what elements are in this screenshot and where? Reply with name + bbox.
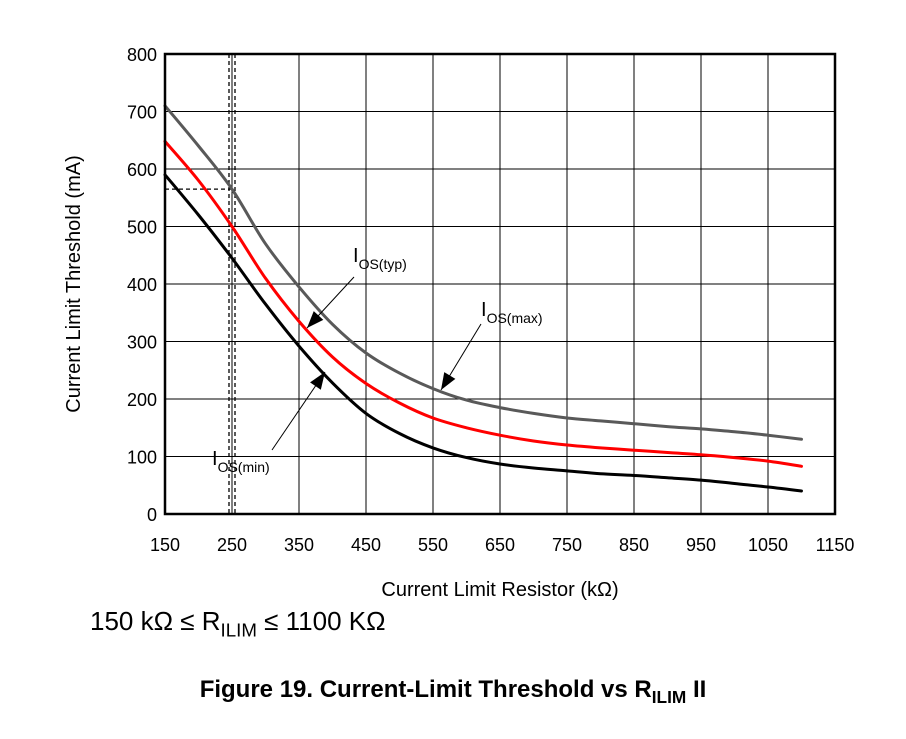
x-tick-label: 350	[284, 535, 314, 555]
x-tick-label: 150	[150, 535, 180, 555]
x-tick-label: 750	[552, 535, 582, 555]
y-tick-label: 400	[127, 275, 157, 295]
callout-ios-max-label: IOS(max)	[481, 299, 543, 326]
x-tick-label: 250	[217, 535, 247, 555]
x-tick-label: 650	[485, 535, 515, 555]
x-tick-label: 1150	[816, 535, 855, 555]
callout-ios-min-arrowhead	[310, 372, 325, 390]
series-line-ios-typ	[163, 139, 803, 468]
figure-caption-suffix: II	[686, 676, 707, 703]
x-tick-label: 550	[418, 535, 448, 555]
x-tick-label: 450	[351, 535, 381, 555]
y-tick-label: 0	[147, 505, 157, 525]
y-tick-label: 300	[127, 333, 157, 353]
x-axis-label: Current Limit Resistor (kΩ)	[381, 579, 618, 600]
range-note-suffix: ≤ 1100 KΩ	[256, 606, 386, 636]
x-tick-label: 950	[686, 535, 716, 555]
y-tick-label: 100	[127, 448, 157, 468]
y-axis-label: Current Limit Threshold (mA)	[63, 155, 85, 412]
callouts: IOS(typ) IOS(max) IOS(min)	[212, 245, 543, 475]
series-line-ios-min	[163, 173, 803, 493]
range-note-prefix: 150 kΩ ≤ R	[90, 606, 221, 636]
x-tick-label: 1050	[748, 535, 788, 555]
figure-caption: Figure 19. Current-Limit Threshold vs RI…	[0, 676, 906, 708]
y-tick-label: 800	[127, 45, 157, 65]
callout-ios-typ-arrowhead	[307, 311, 324, 328]
figure-caption-subscript: ILIM	[651, 687, 687, 708]
chart: 0 100 200 300 400 500 600 700 800 150 250 350 450 55…	[63, 45, 854, 600]
x-tick-label: 850	[619, 535, 649, 555]
y-tick-labels: 0 100 200 300 400 500 600 700 800	[127, 45, 157, 525]
y-tick-label: 600	[127, 160, 157, 180]
callout-ios-typ-label: IOS(typ)	[353, 245, 407, 272]
callout-ios-max-arrowhead	[441, 372, 456, 390]
x-tick-labels: 150 250 350 450 550 650 750 850 950 1050 1150	[150, 535, 854, 555]
range-note: 150 kΩ ≤ RILIM ≤ 1100 KΩ	[90, 606, 386, 642]
series-group	[163, 104, 803, 493]
range-note-subscript: ILIM	[220, 619, 257, 641]
series-line-ios-max	[163, 104, 803, 441]
plot-frame	[163, 52, 837, 516]
y-tick-label: 500	[127, 218, 157, 238]
figure-caption-prefix: Figure 19. Current-Limit Threshold vs R	[199, 676, 652, 703]
y-tick-label: 200	[127, 390, 157, 410]
y-tick-label: 700	[127, 103, 157, 123]
callout-ios-min-label: IOS(min)	[212, 448, 270, 475]
